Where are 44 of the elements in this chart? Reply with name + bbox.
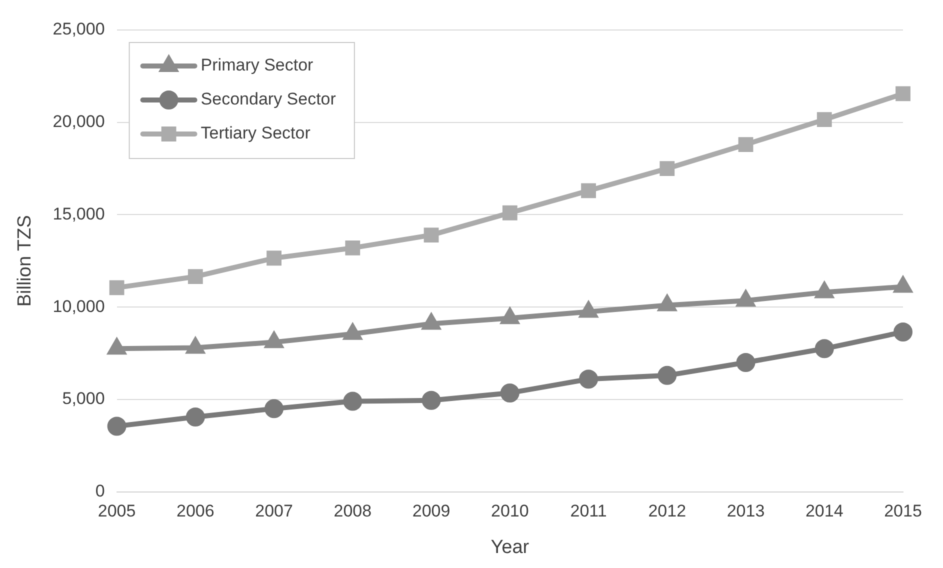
point <box>579 370 598 389</box>
x-tick-label: 2010 <box>490 502 529 521</box>
point <box>345 240 360 256</box>
point <box>896 86 910 102</box>
legend-label: Secondary Sector <box>200 90 336 109</box>
x-tick-label: 2005 <box>98 502 136 521</box>
x-tick-label: 2009 <box>412 502 450 521</box>
point <box>660 161 675 176</box>
point <box>186 407 205 426</box>
point <box>736 352 756 372</box>
y-tick-label: 20,000 <box>52 112 105 132</box>
x-tick-label: 2013 <box>726 502 765 521</box>
x-tick-label: 2014 <box>805 502 844 521</box>
point <box>266 250 282 266</box>
y-tick-label: 15,000 <box>52 204 105 224</box>
y-tick-label: 25,000 <box>52 20 105 39</box>
point <box>264 399 284 418</box>
legend-label: Tertiary Sector <box>200 124 311 143</box>
point <box>422 390 441 410</box>
x-tick-label: 2006 <box>176 502 214 521</box>
point <box>814 339 834 358</box>
x-tick-label: 2012 <box>648 502 686 521</box>
point <box>816 112 832 128</box>
y-tick-label: 5,000 <box>62 389 105 408</box>
y-axis-title: Billion TZS <box>14 215 36 307</box>
point <box>343 392 362 411</box>
point <box>502 205 518 220</box>
point <box>188 269 203 284</box>
point <box>738 137 754 152</box>
point <box>581 183 596 198</box>
y-tick-label: 10,000 <box>52 296 105 316</box>
point <box>500 383 520 402</box>
point <box>109 280 124 296</box>
x-tick-label: 2008 <box>334 502 372 521</box>
legend-label: Primary Sector <box>200 56 314 75</box>
x-tick-label: 2015 <box>884 502 922 521</box>
point <box>894 322 912 342</box>
point <box>107 416 126 436</box>
point <box>658 366 677 385</box>
point <box>424 228 439 242</box>
x-tick-label: 2011 <box>570 502 607 521</box>
x-axis-title: Year <box>490 536 530 558</box>
x-tick-label: 2007 <box>255 502 293 521</box>
y-tick-label: 0 <box>95 481 105 500</box>
